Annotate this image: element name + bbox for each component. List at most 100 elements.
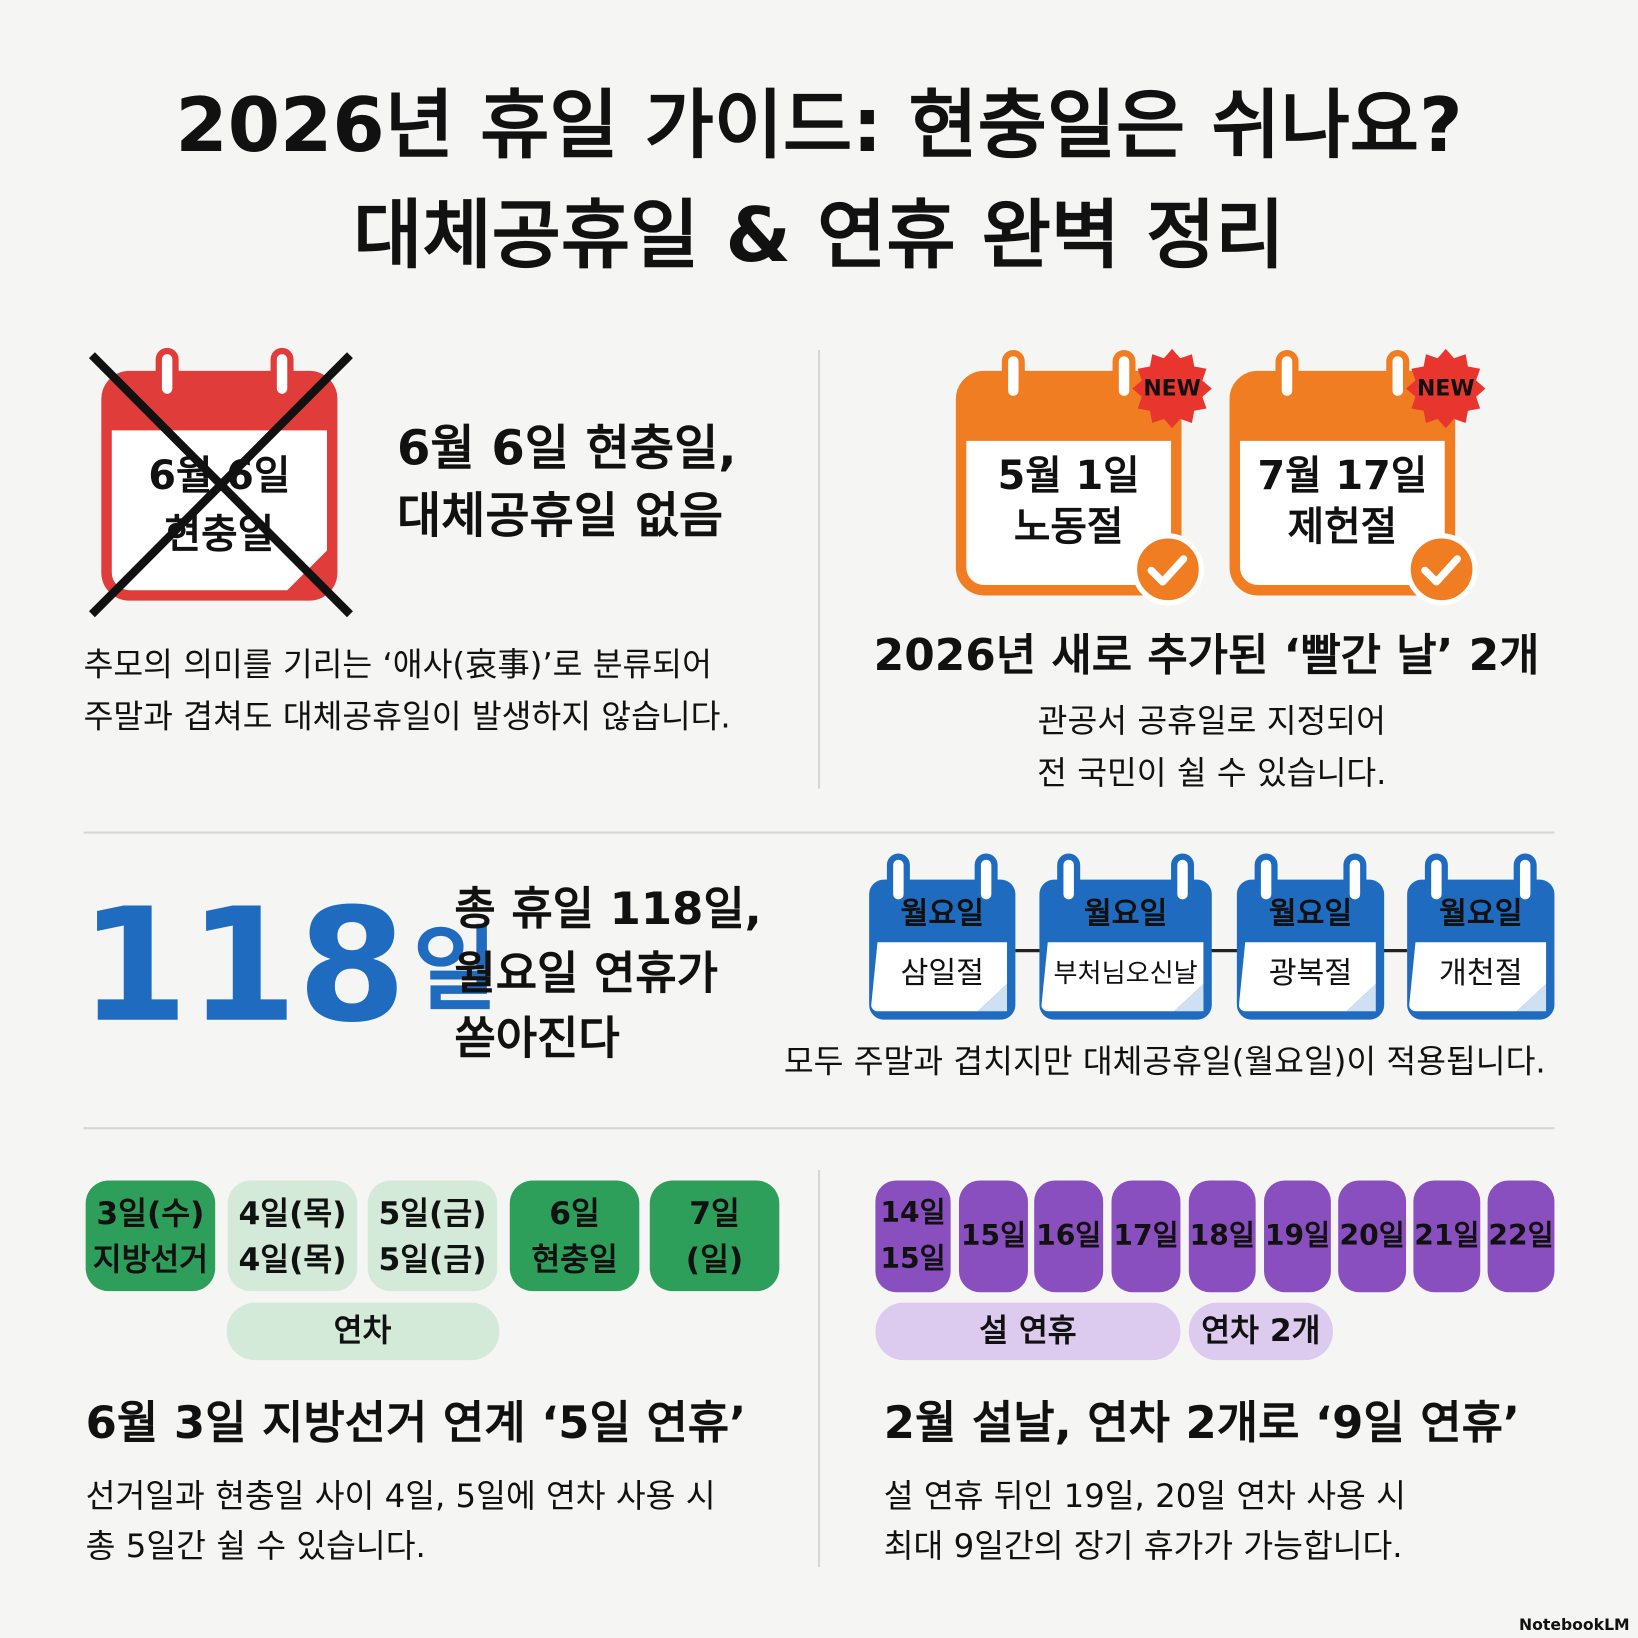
- day-label: 14일: [880, 1196, 945, 1229]
- calendar-name: 노동절: [1014, 504, 1124, 550]
- day-box: [875, 1180, 951, 1293]
- day-label: 18일: [1190, 1219, 1255, 1252]
- heading: 2월 설날, 연차 2개로 ‘9일 연휴’: [884, 1396, 1520, 1449]
- calendar-ring: [1424, 853, 1448, 906]
- badge-label: NEW: [1417, 377, 1475, 402]
- heading: 쏟아진다: [454, 1012, 619, 1065]
- calendar-ring: [974, 853, 998, 906]
- calendar-ring: [1112, 349, 1136, 403]
- day-label: 7일: [689, 1196, 740, 1232]
- bracket-pill: [875, 1302, 1181, 1361]
- body-text: 선거일과 현충일 사이 4일, 5일에 연차 사용 시: [86, 1477, 716, 1515]
- calendar-ring: [1513, 853, 1537, 906]
- heading: 대체공휴일 없음: [397, 488, 723, 544]
- calendar-day: 월요일: [1084, 897, 1168, 932]
- calendar-date: 7월 17일: [1258, 453, 1428, 499]
- day-label: 지방선거: [93, 1242, 208, 1278]
- body-text: 주말과 겹쳐도 대체공휴일이 발생하지 않습니다.: [84, 698, 731, 736]
- calendar-ring: [155, 347, 179, 401]
- day-label: 20일: [1340, 1219, 1405, 1252]
- day-box: [1338, 1180, 1407, 1293]
- check-mark: [1147, 555, 1188, 586]
- body-text: 설 연휴 뒤인 19일, 20일 연차 사용 시: [884, 1477, 1406, 1515]
- calendar-curl: [977, 984, 1008, 1012]
- calendar-day: 월요일: [1269, 897, 1353, 932]
- badge-label: NEW: [1143, 377, 1201, 402]
- bracket-pill: [1188, 1302, 1333, 1361]
- caption: 모두 주말과 겹치지만 대체공휴일(월요일)이 적용됩니다.: [784, 1042, 1546, 1080]
- body-text: 최대 9일간의 장기 휴가가 가능합니다.: [884, 1527, 1403, 1565]
- day-box: [1034, 1180, 1104, 1293]
- day-label: 3일(수): [96, 1196, 204, 1232]
- calendar-date: 5월 1일: [998, 453, 1140, 499]
- day-box: [367, 1180, 498, 1292]
- day-box: [1188, 1180, 1256, 1293]
- calendar-ring: [1001, 349, 1025, 403]
- day-box: [227, 1180, 358, 1292]
- calendar-name: 부처님오신날: [1054, 959, 1198, 989]
- day-box: [509, 1180, 640, 1292]
- heading: 2026년 새로 추가된 ‘빨간 날’ 2개: [874, 630, 1540, 681]
- day-label: 17일: [1113, 1219, 1178, 1252]
- day-box: [1487, 1180, 1555, 1293]
- heading: 6월 3일 지방선거 연계 ‘5일 연휴’: [86, 1396, 746, 1449]
- body-text: 총 5일간 쉴 수 있습니다.: [86, 1527, 426, 1565]
- calendar-name: 삼일절: [900, 956, 984, 991]
- day-label: (일): [686, 1242, 743, 1278]
- calendar-name: 개천절: [1439, 956, 1523, 991]
- day-box: [85, 1180, 216, 1292]
- day-label: 21일: [1414, 1219, 1479, 1252]
- big-number: 118일: [79, 875, 497, 1057]
- calendar-day: 월요일: [900, 897, 984, 932]
- calendar-page: [1041, 942, 1204, 1012]
- day-box: [1264, 1180, 1331, 1293]
- new-badge: [1132, 348, 1212, 429]
- heading: 6월 6일 현충일,: [397, 420, 737, 476]
- day-label: 5일(금): [378, 1242, 486, 1278]
- calendar-ring: [1057, 853, 1081, 906]
- bracket-label: 설 연휴: [979, 1313, 1076, 1349]
- calendar-ring: [1275, 349, 1299, 403]
- day-box: [649, 1180, 780, 1292]
- calendar-day: 월요일: [1439, 897, 1523, 932]
- big-number-value: 118: [79, 875, 406, 1057]
- calendar-name: 광복절: [1269, 956, 1353, 991]
- footer-brand: NotebookLM: [1519, 1615, 1630, 1634]
- bracket-label: 연차 2개: [1201, 1313, 1320, 1349]
- calendar-page: [871, 942, 1008, 1012]
- heading: 월요일 연휴가: [454, 947, 718, 1000]
- day-box: [1111, 1180, 1181, 1293]
- calendar-curl: [1174, 984, 1204, 1012]
- calendar-page: [1238, 942, 1376, 1012]
- calendar-ring: [1254, 853, 1278, 906]
- day-label: 6일: [549, 1196, 600, 1232]
- check-badge: [1131, 533, 1204, 606]
- day-label: 22일: [1488, 1219, 1553, 1252]
- calendar-ring: [1171, 853, 1195, 906]
- big-number-unit: 일: [413, 917, 498, 1024]
- day-label: 15일: [880, 1242, 945, 1275]
- calendar-ring: [1343, 853, 1367, 906]
- day-label: 19일: [1265, 1219, 1330, 1252]
- body-text: 전 국민이 쉴 수 있습니다.: [1037, 754, 1386, 792]
- day-label: 4일(목): [238, 1242, 346, 1278]
- calendar-ring: [270, 347, 294, 401]
- bracket-pill: [226, 1302, 500, 1361]
- day-box: [958, 1180, 1028, 1293]
- calendar-curl: [1346, 984, 1376, 1012]
- calendar-page: [1409, 942, 1547, 1012]
- heading: 총 휴일 118일,: [454, 882, 761, 935]
- title: 2026년 휴일 가이드: 현충일은 쉬나요?: [175, 81, 1462, 169]
- day-label: 15일: [961, 1219, 1026, 1252]
- calendar-curl: [1516, 984, 1547, 1012]
- day-label: 16일: [1036, 1219, 1101, 1252]
- cross-line: [88, 352, 353, 618]
- day-label: 5일(금): [378, 1196, 486, 1232]
- body-text: 추모의 의미를 기리는 ‘애사(哀事)’로 분류되어: [84, 645, 712, 683]
- day-label: 4일(목): [238, 1196, 346, 1232]
- day-box: [1413, 1180, 1481, 1293]
- title: 대체공휴일 & 연휴 완벽 정리: [353, 191, 1284, 279]
- new-badge: [1406, 348, 1486, 429]
- calendar-name: 제헌절: [1288, 504, 1398, 550]
